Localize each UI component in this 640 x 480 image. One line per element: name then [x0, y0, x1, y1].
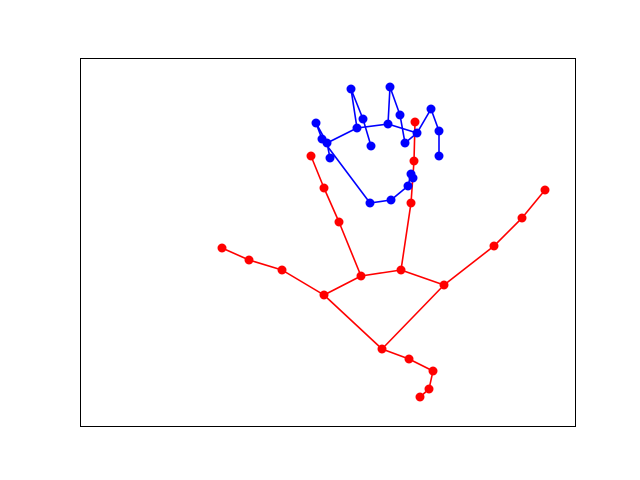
series-0-segment-7	[521, 189, 546, 219]
series-1-point-1	[386, 195, 396, 205]
series-0-point-16	[306, 151, 316, 161]
series-0-point-19	[244, 255, 254, 265]
series-1-point-19	[311, 118, 321, 128]
series-1-point-0	[365, 198, 375, 208]
series-layer	[217, 82, 550, 402]
series-1-point-17	[325, 153, 335, 163]
series-0-point-5	[439, 280, 449, 290]
series-1-point-9	[400, 138, 410, 148]
series-0-point-11	[409, 156, 419, 166]
series-1-point-16	[352, 123, 362, 133]
series-0-segment-6	[493, 217, 523, 247]
plot-area	[80, 58, 576, 427]
series-0-segment-10	[360, 269, 402, 277]
series-0-point-1	[424, 384, 434, 394]
series-1-segment-18	[350, 88, 358, 129]
series-1-segment-8	[326, 127, 358, 144]
series-0-point-6	[489, 241, 499, 251]
series-0-segment-18	[281, 269, 325, 296]
series-1-point-2	[403, 181, 413, 191]
series-0-point-2	[428, 366, 438, 376]
series-1-point-7	[434, 126, 444, 136]
series-1-point-11	[385, 82, 395, 92]
series-0-segment-20	[221, 247, 250, 261]
series-1-point-8	[434, 151, 444, 161]
axes-frame	[80, 58, 576, 427]
series-1-segment-4	[321, 138, 371, 204]
series-0-point-15	[319, 183, 329, 193]
series-0-segment-8	[323, 294, 383, 350]
series-1-point-5	[412, 128, 422, 138]
series-1-point-15	[346, 84, 356, 94]
series-0-segment-9	[323, 275, 362, 296]
series-1-point-12	[383, 119, 393, 129]
series-0-segment-12	[400, 202, 412, 271]
series-0-segment-17	[310, 155, 325, 189]
series-0-segment-14	[413, 121, 416, 162]
series-1-segment-9	[356, 123, 389, 129]
series-0-segment-5	[443, 245, 495, 286]
series-1-point-20	[317, 134, 327, 144]
series-1-segment-19	[350, 88, 364, 120]
series-1-segment-11	[416, 108, 432, 134]
series-0-segment-19	[248, 259, 283, 271]
series-1	[311, 82, 444, 208]
series-1-segment-16	[389, 86, 401, 116]
series-0-segment-15	[338, 221, 362, 277]
series-0-segment-16	[323, 187, 340, 223]
series-1-point-6	[426, 104, 436, 114]
series-0-point-20	[217, 243, 227, 253]
series-0-point-0	[415, 392, 425, 402]
series-0-point-4	[377, 344, 387, 354]
series-1-point-10	[395, 110, 405, 120]
series-1-point-14	[358, 114, 368, 124]
series-0-point-17	[319, 290, 329, 300]
series-1-point-4	[408, 173, 418, 183]
series-0-point-3	[404, 354, 414, 364]
series-1-segment-20	[362, 118, 372, 147]
series-1-point-13	[366, 141, 376, 151]
series-0-point-13	[356, 271, 366, 281]
series-0-segment-11	[400, 269, 445, 286]
series-0-segment-4	[381, 284, 445, 350]
series-1-segment-15	[399, 114, 406, 144]
series-0-point-7	[517, 213, 527, 223]
series-0-point-9	[396, 265, 406, 275]
series-0-point-12	[410, 117, 420, 127]
series-1-segment-17	[387, 86, 391, 125]
series-0-point-14	[334, 217, 344, 227]
series-0-point-10	[406, 198, 416, 208]
series-0-point-8	[540, 185, 550, 195]
series-0-point-18	[277, 265, 287, 275]
series-0	[217, 117, 550, 402]
series-0-segment-3	[381, 348, 410, 360]
